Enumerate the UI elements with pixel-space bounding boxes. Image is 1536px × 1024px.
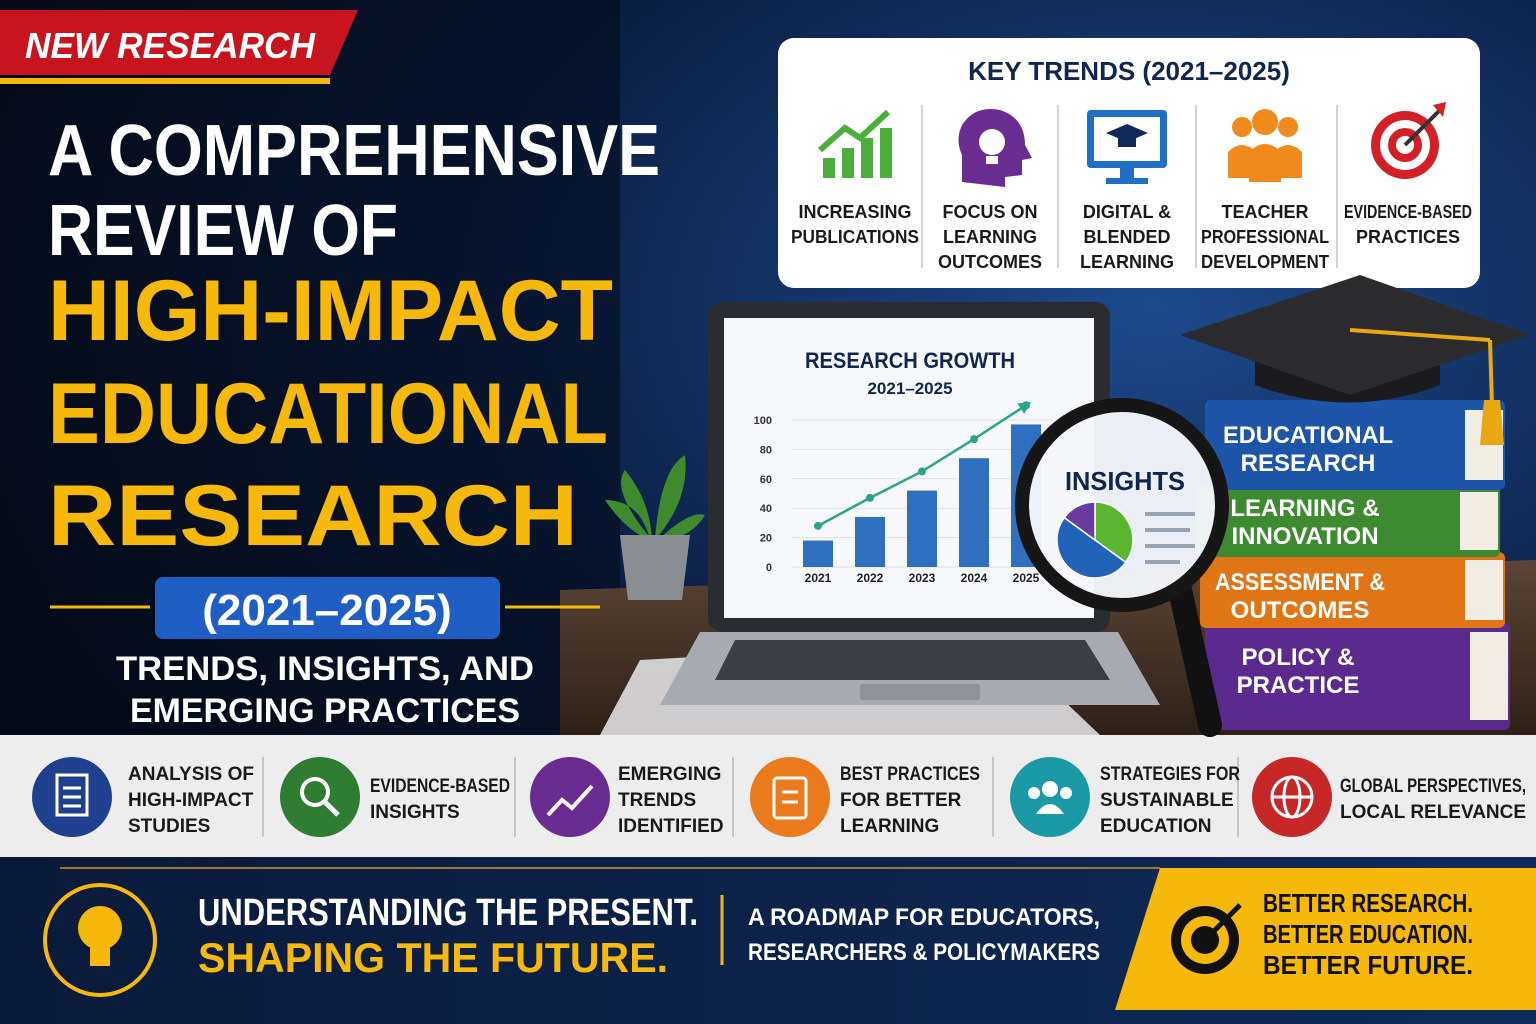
book-label: RESEARCH [1241, 450, 1376, 477]
y-tick-label: 40 [760, 503, 772, 515]
book-label: ASSESSMENT & [1215, 569, 1385, 596]
title-line: HIGH-IMPACT [48, 263, 613, 359]
motto-line: BETTER FUTURE. [1263, 950, 1473, 980]
book-label: OUTCOMES [1231, 597, 1370, 624]
trend-label: PRACTICES [1356, 227, 1460, 247]
book-label: LEARNING & [1230, 495, 1379, 522]
trend-point [970, 435, 978, 444]
trend-point [1022, 401, 1030, 410]
x-tick-label: 2022 [857, 571, 884, 585]
trend-label: INCREASING [798, 202, 911, 222]
trend-label: LEARNING [943, 227, 1037, 247]
trend-point [814, 521, 822, 530]
title-line: REVIEW OF [48, 191, 398, 271]
insights-label: INSIGHTS [1065, 466, 1185, 496]
bar [803, 540, 833, 567]
x-tick-label: 2023 [909, 571, 936, 585]
badge-bg [0, 10, 358, 75]
feature-label: LEARNING [840, 816, 939, 837]
feature-label: IDENTIFIED [618, 816, 724, 837]
y-tick-label: 20 [760, 533, 772, 545]
separators [262, 757, 1239, 837]
title-line: RESEARCH [48, 468, 578, 564]
trend-point [918, 467, 926, 476]
feature-label: HIGH-IMPACT [128, 790, 254, 811]
feature-label: STUDIES [128, 816, 210, 837]
trend-label: DIGITAL & [1083, 202, 1171, 222]
feature-icons [32, 757, 1332, 837]
laptop [660, 302, 1160, 705]
title-line: EDUCATIONAL [48, 366, 608, 462]
book-label: PRACTICE [1237, 672, 1360, 699]
badge-underline [0, 78, 330, 84]
y-tick-label: 60 [760, 474, 772, 486]
bulb-ring [43, 883, 157, 997]
graduation-cap [1180, 275, 1530, 445]
y-tick-label: 0 [766, 562, 772, 574]
separators [921, 105, 1338, 268]
book-label: INNOVATION [1231, 523, 1378, 550]
tagline: SHAPING THE FUTURE. [198, 934, 668, 981]
feature-label: LOCAL RELEVANCE [1340, 802, 1526, 823]
trend-icons [818, 102, 1446, 187]
feature-label: INSIGHTS [370, 802, 460, 823]
bar [907, 490, 937, 567]
feature-label: GLOBAL PERSPECTIVES, [1340, 776, 1526, 797]
trend-label: LEARNING [1080, 252, 1174, 272]
title-line: A COMPREHENSIVE [48, 111, 660, 191]
chart-subtitle: 2021–2025 [867, 379, 952, 398]
subtitle-line: TRENDS, INSIGHTS, AND [116, 650, 534, 688]
x-tick-label: 2021 [805, 571, 832, 585]
motto-line: BETTER RESEARCH. [1263, 888, 1473, 918]
feature-label: EVIDENCE-BASED [370, 776, 510, 797]
bulb-icon [78, 906, 122, 966]
bar [855, 517, 885, 567]
x-tick-label: 2025 [1013, 571, 1040, 585]
feature-label: SUSTAINABLE [1100, 790, 1234, 811]
pie-slice [1094, 501, 1134, 564]
feature-label: ANALYSIS OF [128, 764, 254, 785]
trend-label: EVIDENCE-BASED [1344, 202, 1472, 222]
target-icon [1171, 903, 1242, 974]
book-label: POLICY & [1242, 644, 1355, 671]
pie-slice [1056, 516, 1127, 579]
period: (2021–2025) [202, 586, 452, 635]
trend-label: PUBLICATIONS [791, 227, 919, 247]
subtitle-line: EMERGING PRACTICES [130, 692, 520, 730]
books [1195, 400, 1510, 730]
roadmap-line: RESEARCHERS & POLICYMAKERS [748, 939, 1100, 966]
book-label: EDUCATIONAL [1223, 422, 1393, 449]
x-tick-label: 2024 [961, 571, 988, 585]
bar [959, 458, 989, 567]
y-tick-label: 80 [760, 444, 772, 456]
period-pill [155, 577, 500, 639]
feature-label: FOR BETTER [840, 790, 962, 811]
trend-label: BLENDED [1083, 227, 1170, 247]
roadmap-line: A ROADMAP FOR EDUCATORS, [748, 904, 1100, 931]
feature-label: STRATEGIES FOR [1100, 764, 1240, 785]
feature-label: EMERGING [618, 764, 721, 785]
feature-label: EDUCATION [1100, 816, 1212, 837]
trend-label: DEVELOPMENT [1201, 252, 1329, 272]
trend-label: FOCUS ON [942, 202, 1037, 222]
chart-title: RESEARCH GROWTH [805, 348, 1015, 373]
feature-label: TRENDS [618, 790, 696, 811]
pie-slice [1063, 501, 1096, 542]
motto-panel [1115, 868, 1536, 1010]
feature-label: BEST PRACTICES [840, 764, 980, 785]
badge-text: NEW RESEARCH [25, 25, 316, 66]
key-trends-title: KEY TRENDS (2021–2025) [968, 56, 1290, 86]
plant [605, 455, 705, 600]
y-tick-label: 100 [754, 415, 772, 427]
trend-label: PROFESSIONAL [1201, 227, 1329, 247]
tagline: UNDERSTANDING THE PRESENT. [198, 892, 698, 934]
trend-point [866, 493, 874, 502]
motto-line: BETTER EDUCATION. [1263, 919, 1473, 949]
trend-label: TEACHER [1221, 202, 1308, 222]
trend-label: OUTCOMES [938, 252, 1042, 272]
